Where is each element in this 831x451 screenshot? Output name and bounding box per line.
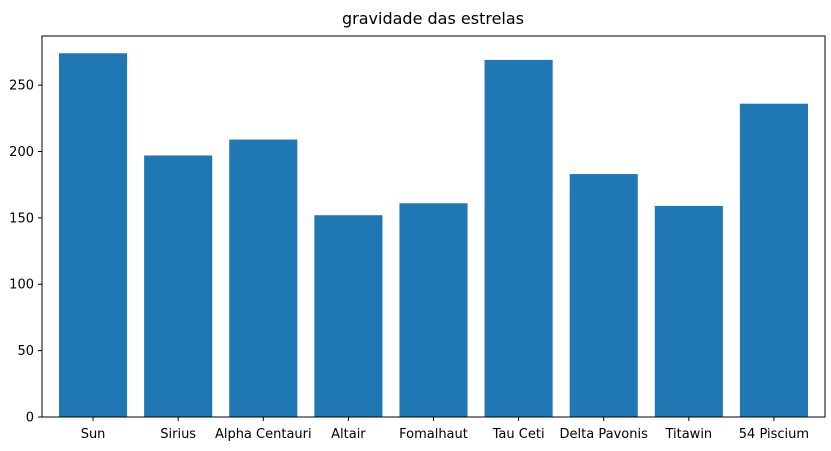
bar-titawin bbox=[654, 205, 723, 417]
x-tick-label: Altair bbox=[331, 427, 366, 442]
x-tick-label: Sirius bbox=[160, 427, 196, 442]
y-tick-label: 100 bbox=[9, 278, 34, 293]
x-tick-label: Alpha Centauri bbox=[215, 427, 312, 442]
bar-fomalhaut bbox=[399, 203, 468, 417]
x-tick-label: Titawin bbox=[664, 427, 712, 442]
bar-alpha-centauri bbox=[229, 139, 298, 418]
y-tick-label: 0 bbox=[26, 411, 34, 426]
x-tick-label: Sun bbox=[81, 427, 106, 442]
chart-title: gravidade das estrelas bbox=[342, 9, 524, 28]
bar-sun bbox=[59, 53, 128, 417]
bar-sirius bbox=[144, 155, 213, 418]
plot-area: 0 50 100 150 200 250 Sun Sirius Alpha Centauri Al… bbox=[9, 35, 826, 442]
bar-altair bbox=[314, 215, 383, 417]
x-tick-label: Delta Pavonis bbox=[560, 427, 649, 442]
y-tick-label: 150 bbox=[9, 211, 34, 226]
y-tick-label: 50 bbox=[17, 344, 34, 359]
y-tick-label: 200 bbox=[9, 145, 34, 160]
x-tick-label: Tau Ceti bbox=[492, 427, 545, 442]
bar-tau-ceti bbox=[484, 59, 553, 418]
x-tick-label: 54 Piscium bbox=[739, 427, 809, 442]
bar-delta-pavonis bbox=[569, 174, 638, 417]
x-tick-label: Fomalhaut bbox=[399, 427, 468, 442]
y-tick-label: 250 bbox=[9, 79, 34, 94]
bar-54-piscium bbox=[739, 103, 808, 417]
